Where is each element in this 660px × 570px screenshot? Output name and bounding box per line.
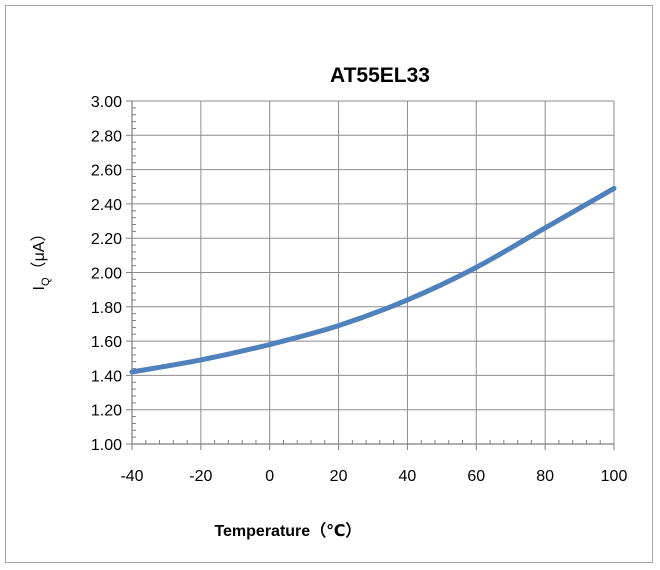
- y-axis-label-sub: Q: [40, 277, 52, 286]
- y-tick-label: 1.40: [91, 368, 122, 385]
- x-axis-label: Temperature（℃）: [214, 522, 361, 540]
- axes: [126, 100, 615, 450]
- x-tick-label: 80: [536, 468, 554, 485]
- x-tick-label: 0: [265, 468, 274, 485]
- x-tick-label: -20: [189, 468, 212, 485]
- y-tick-label: 1.60: [91, 334, 122, 351]
- chart-title: AT55EL33: [330, 64, 430, 87]
- y-tick-label: 2.60: [91, 163, 122, 180]
- y-tick-label: 2.40: [91, 197, 122, 214]
- grid: [132, 100, 615, 444]
- x-tick-label: 40: [399, 468, 417, 485]
- x-tick-label: 60: [467, 468, 485, 485]
- y-axis-label: IQ（μA）: [30, 226, 52, 291]
- x-tick-label: -40: [120, 468, 143, 485]
- series-group: [129, 185, 617, 375]
- y-tick-label: 2.20: [91, 231, 122, 248]
- y-tick-label: 3.00: [91, 94, 122, 111]
- y-tick-label: 1.80: [91, 300, 122, 317]
- tick-labels: 1.00 1.20 1.40 1.60 1.80 2.00 2.20 2.40 2.60 2.80…: [91, 94, 628, 485]
- x-tick-label: 100: [601, 468, 628, 485]
- series-line: [129, 185, 617, 375]
- y-tick-label: 1.00: [91, 437, 122, 454]
- y-tick-label: 1.20: [91, 403, 122, 420]
- x-tick-label: 20: [330, 468, 348, 485]
- y-tick-label: 2.80: [91, 128, 122, 145]
- y-axis-label-unit: （μA）: [30, 226, 48, 278]
- y-tick-label: 2.00: [91, 266, 122, 283]
- y-axis-label-main: I: [31, 286, 48, 290]
